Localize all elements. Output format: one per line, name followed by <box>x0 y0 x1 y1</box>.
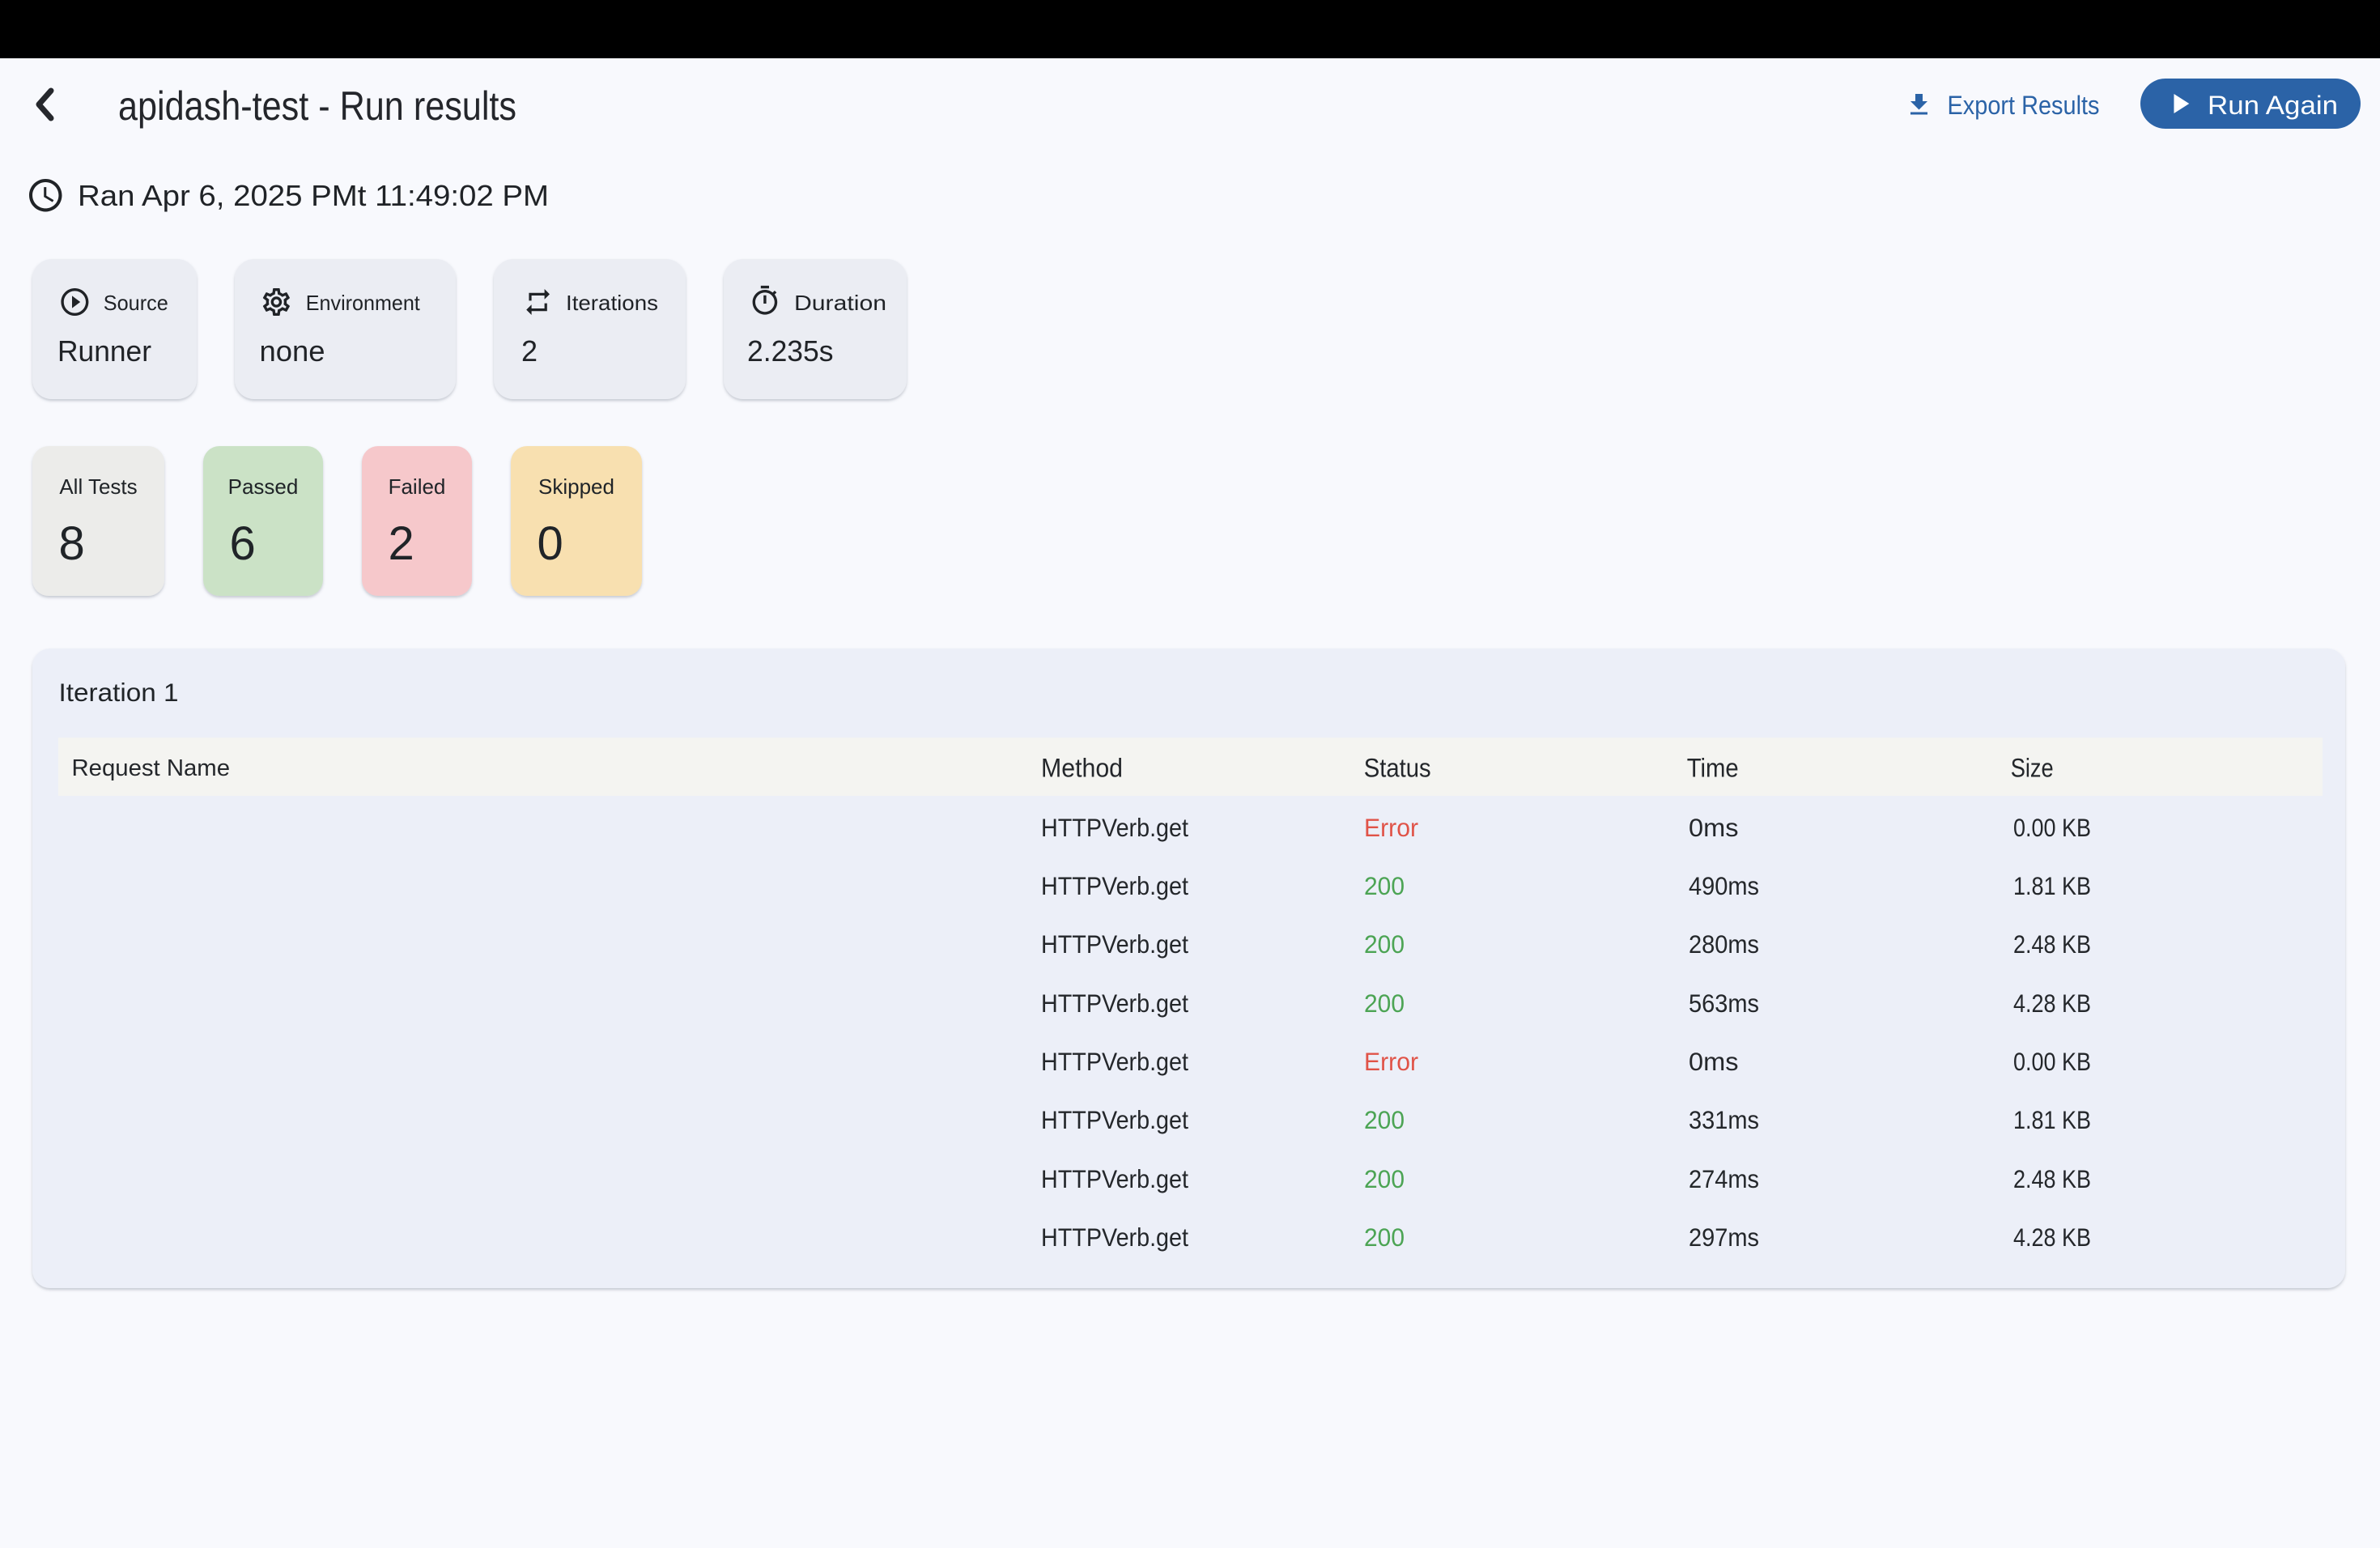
svg-text:Runner: Runner <box>57 334 151 368</box>
svg-text:2.235s: 2.235s <box>747 334 834 368</box>
svg-text:1.81 KB: 1.81 KB <box>2013 1105 2091 1134</box>
svg-text:280ms: 280ms <box>1689 929 1759 959</box>
svg-text:All Tests: All Tests <box>59 474 137 499</box>
svg-text:6: 6 <box>230 517 256 570</box>
svg-text:Environment: Environment <box>306 291 421 315</box>
svg-text:200: 200 <box>1364 989 1405 1018</box>
svg-text:2: 2 <box>521 334 538 368</box>
svg-text:Ran Apr 6, 2025 PMt 11:49:02 P: Ran Apr 6, 2025 PMt 11:49:02 PM <box>78 179 549 212</box>
svg-text:HTTPVerb.get: HTTPVerb.get <box>1041 813 1188 842</box>
svg-text:274ms: 274ms <box>1689 1164 1759 1193</box>
svg-text:apidash-test - Run results: apidash-test - Run results <box>118 83 516 129</box>
svg-text:2.48 KB: 2.48 KB <box>2013 929 2091 959</box>
svg-text:Time: Time <box>1687 754 1739 783</box>
svg-text:0.00 KB: 0.00 KB <box>2013 813 2091 842</box>
svg-text:8: 8 <box>59 517 85 570</box>
svg-text:0ms: 0ms <box>1689 813 1739 842</box>
svg-text:1.81 KB: 1.81 KB <box>2013 871 2091 900</box>
svg-text:HTTPVerb.get: HTTPVerb.get <box>1041 1164 1188 1193</box>
svg-text:HTTPVerb.get: HTTPVerb.get <box>1041 929 1188 959</box>
svg-text:Error: Error <box>1364 813 1418 842</box>
svg-text:0.00 KB: 0.00 KB <box>2013 1047 2091 1076</box>
svg-text:Iterations: Iterations <box>566 291 658 315</box>
svg-text:Failed: Failed <box>389 474 446 499</box>
svg-text:200: 200 <box>1364 1105 1405 1134</box>
svg-text:2.48 KB: 2.48 KB <box>2013 1164 2091 1193</box>
svg-text:none: none <box>260 334 325 368</box>
svg-text:Export Results: Export Results <box>1948 91 2100 120</box>
svg-text:Run Again: Run Again <box>2208 91 2338 120</box>
svg-text:490ms: 490ms <box>1689 871 1759 900</box>
svg-text:4.28 KB: 4.28 KB <box>2013 989 2091 1018</box>
svg-text:Error: Error <box>1364 1047 1418 1076</box>
svg-text:0: 0 <box>538 517 563 570</box>
svg-text:Duration: Duration <box>794 291 886 315</box>
svg-text:Size: Size <box>2011 754 2054 783</box>
svg-text:200: 200 <box>1364 1164 1405 1193</box>
svg-text:HTTPVerb.get: HTTPVerb.get <box>1041 871 1188 900</box>
svg-text:2: 2 <box>389 517 414 570</box>
svg-text:Request Name: Request Name <box>72 755 231 781</box>
svg-text:297ms: 297ms <box>1689 1223 1759 1252</box>
svg-text:Passed: Passed <box>228 474 299 499</box>
svg-text:HTTPVerb.get: HTTPVerb.get <box>1041 1047 1188 1076</box>
svg-text:Method: Method <box>1041 754 1123 783</box>
svg-text:HTTPVerb.get: HTTPVerb.get <box>1041 1223 1188 1252</box>
svg-text:Status: Status <box>1364 754 1431 783</box>
svg-text:Iteration 1: Iteration 1 <box>59 678 179 707</box>
svg-text:4.28 KB: 4.28 KB <box>2013 1223 2091 1252</box>
svg-text:563ms: 563ms <box>1689 989 1759 1018</box>
svg-text:200: 200 <box>1364 871 1405 900</box>
svg-text:Source: Source <box>104 291 168 315</box>
svg-text:HTTPVerb.get: HTTPVerb.get <box>1041 989 1188 1018</box>
svg-text:HTTPVerb.get: HTTPVerb.get <box>1041 1105 1188 1134</box>
svg-text:331ms: 331ms <box>1689 1105 1759 1134</box>
svg-text:200: 200 <box>1364 1223 1405 1252</box>
svg-text:Skipped: Skipped <box>538 474 614 499</box>
svg-text:200: 200 <box>1364 929 1405 959</box>
svg-text:0ms: 0ms <box>1689 1047 1739 1076</box>
